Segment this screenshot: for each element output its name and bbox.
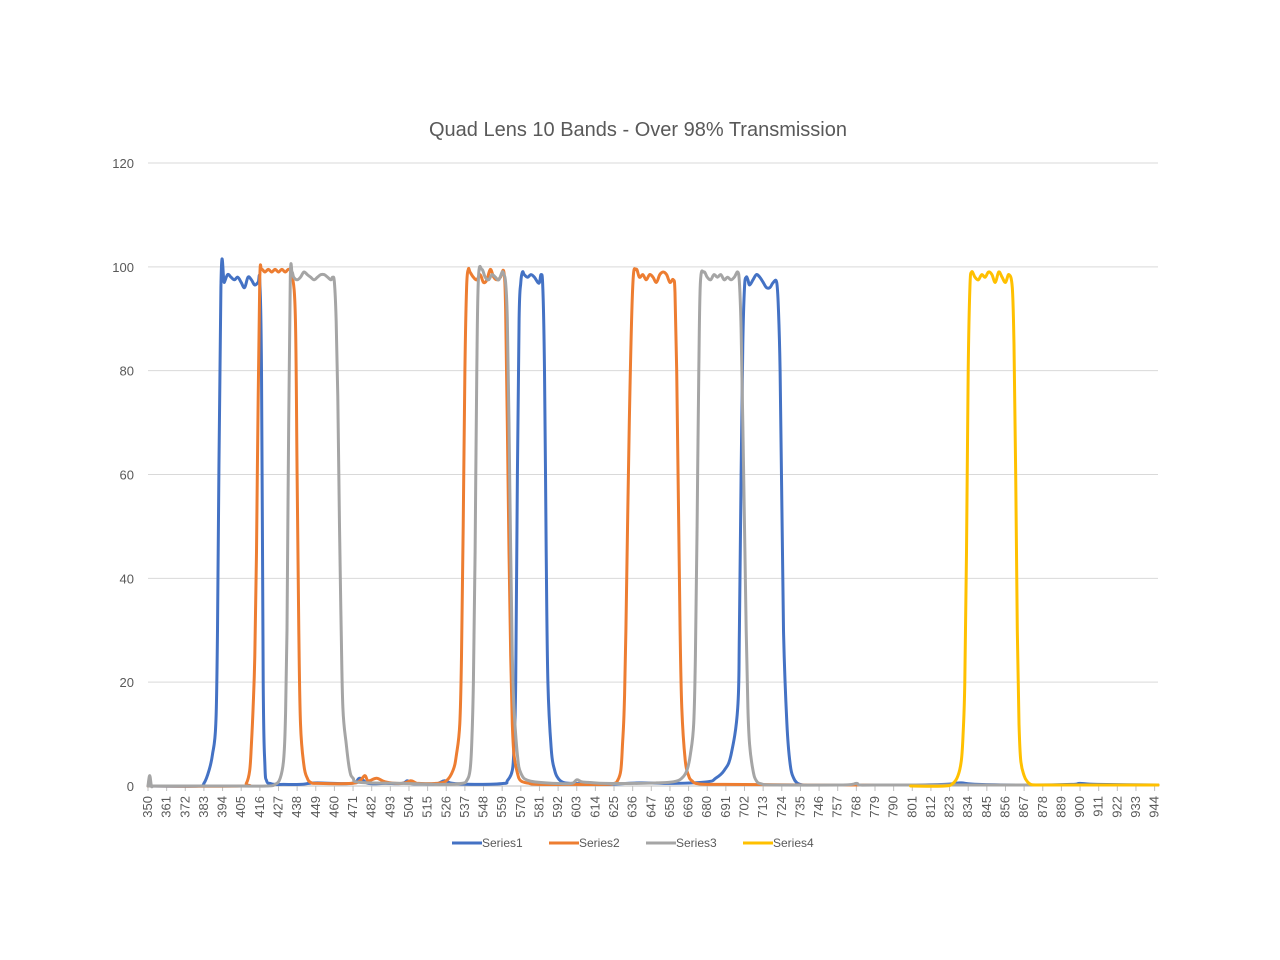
x-tick-label: 526 <box>438 796 453 818</box>
x-tick-label: 405 <box>233 796 248 818</box>
x-tick-label: 350 <box>140 796 155 818</box>
x-tick-label: 570 <box>513 796 528 818</box>
x-tick-label: 823 <box>942 796 957 818</box>
x-tick-label: 757 <box>830 796 845 818</box>
legend: Series1 Series2 Series3 Series4 <box>452 836 814 850</box>
x-tick-label: 460 <box>326 796 341 818</box>
x-tick-label: 713 <box>755 796 770 818</box>
x-tick-label: 647 <box>643 796 658 818</box>
y-tick-label: 60 <box>120 468 134 483</box>
x-tick-label: 922 <box>1109 796 1124 818</box>
x-tick-label: 625 <box>606 796 621 818</box>
x-tick-label: 779 <box>867 796 882 818</box>
series-line-series2 <box>146 263 1160 788</box>
series-line-series4 <box>909 270 1160 788</box>
x-tick-label: 702 <box>737 796 752 818</box>
x-tick-label: 900 <box>1072 796 1087 818</box>
x-tick-label: 493 <box>382 796 397 818</box>
y-tick-label: 40 <box>120 571 134 586</box>
x-tick-label: 911 <box>1091 796 1106 817</box>
x-tick-label: 515 <box>420 796 435 818</box>
x-tick-label: 449 <box>308 796 323 818</box>
x-tick-label: 867 <box>1016 796 1031 818</box>
legend-label: Series2 <box>579 836 620 850</box>
x-tick-label: 559 <box>494 796 509 818</box>
x-tick-label: 471 <box>345 796 360 818</box>
x-tick-label: 856 <box>997 796 1012 818</box>
x-tick-label: 878 <box>1035 796 1050 818</box>
x-tick-label: 548 <box>476 796 491 818</box>
y-tick-label: 20 <box>120 675 134 690</box>
x-tick-label: 889 <box>1053 796 1068 818</box>
x-tick-label: 537 <box>457 796 472 818</box>
series-line-series3 <box>146 262 1160 789</box>
gridlines <box>148 162 1158 787</box>
x-tick-label: 438 <box>289 796 304 818</box>
legend-label: Series3 <box>676 836 717 850</box>
x-tick-label: 933 <box>1128 796 1143 818</box>
x-tick-label: 372 <box>177 796 192 818</box>
y-axis-ticks: 0 20 40 60 80 100 120 <box>112 156 134 794</box>
x-tick-label: 581 <box>531 796 546 818</box>
x-tick-label: 768 <box>848 796 863 818</box>
y-tick-label: 120 <box>112 156 134 171</box>
legend-label: Series1 <box>482 836 523 850</box>
x-tick-label: 383 <box>196 796 211 818</box>
x-tick-label: 790 <box>886 796 901 818</box>
x-tick-label: 614 <box>587 796 602 818</box>
x-tick-label: 394 <box>215 796 230 818</box>
chart-title: Quad Lens 10 Bands - Over 98% Transmissi… <box>429 119 847 141</box>
x-tick-label: 746 <box>811 796 826 818</box>
x-tick-label: 669 <box>681 796 696 818</box>
x-tick-label: 724 <box>774 796 789 818</box>
y-tick-label: 100 <box>112 260 134 275</box>
x-tick-label: 691 <box>718 796 733 818</box>
x-tick-label: 427 <box>270 796 285 818</box>
x-tick-label: 735 <box>792 796 807 818</box>
x-axis-ticks: 350 361 372 383 394 405 416 427 438 449 460 471 482 4… <box>140 786 1162 818</box>
x-tick-label: 636 <box>625 796 640 818</box>
x-tick-label: 834 <box>960 796 975 818</box>
y-tick-label: 80 <box>120 364 134 379</box>
x-tick-label: 504 <box>401 796 416 818</box>
x-tick-label: 812 <box>923 796 938 818</box>
y-tick-label: 0 <box>127 779 134 794</box>
x-tick-label: 361 <box>159 796 174 818</box>
legend-label: Series4 <box>773 836 814 850</box>
series-lines <box>146 257 1160 789</box>
x-tick-label: 592 <box>550 796 565 818</box>
x-tick-label: 482 <box>364 796 379 818</box>
x-tick-label: 416 <box>252 796 267 818</box>
x-tick-label: 680 <box>699 796 714 818</box>
x-tick-label: 845 <box>979 796 994 818</box>
x-tick-label: 801 <box>904 796 919 818</box>
x-tick-label: 603 <box>569 796 584 818</box>
x-tick-label: 944 <box>1147 796 1162 818</box>
x-tick-label: 658 <box>662 796 677 818</box>
